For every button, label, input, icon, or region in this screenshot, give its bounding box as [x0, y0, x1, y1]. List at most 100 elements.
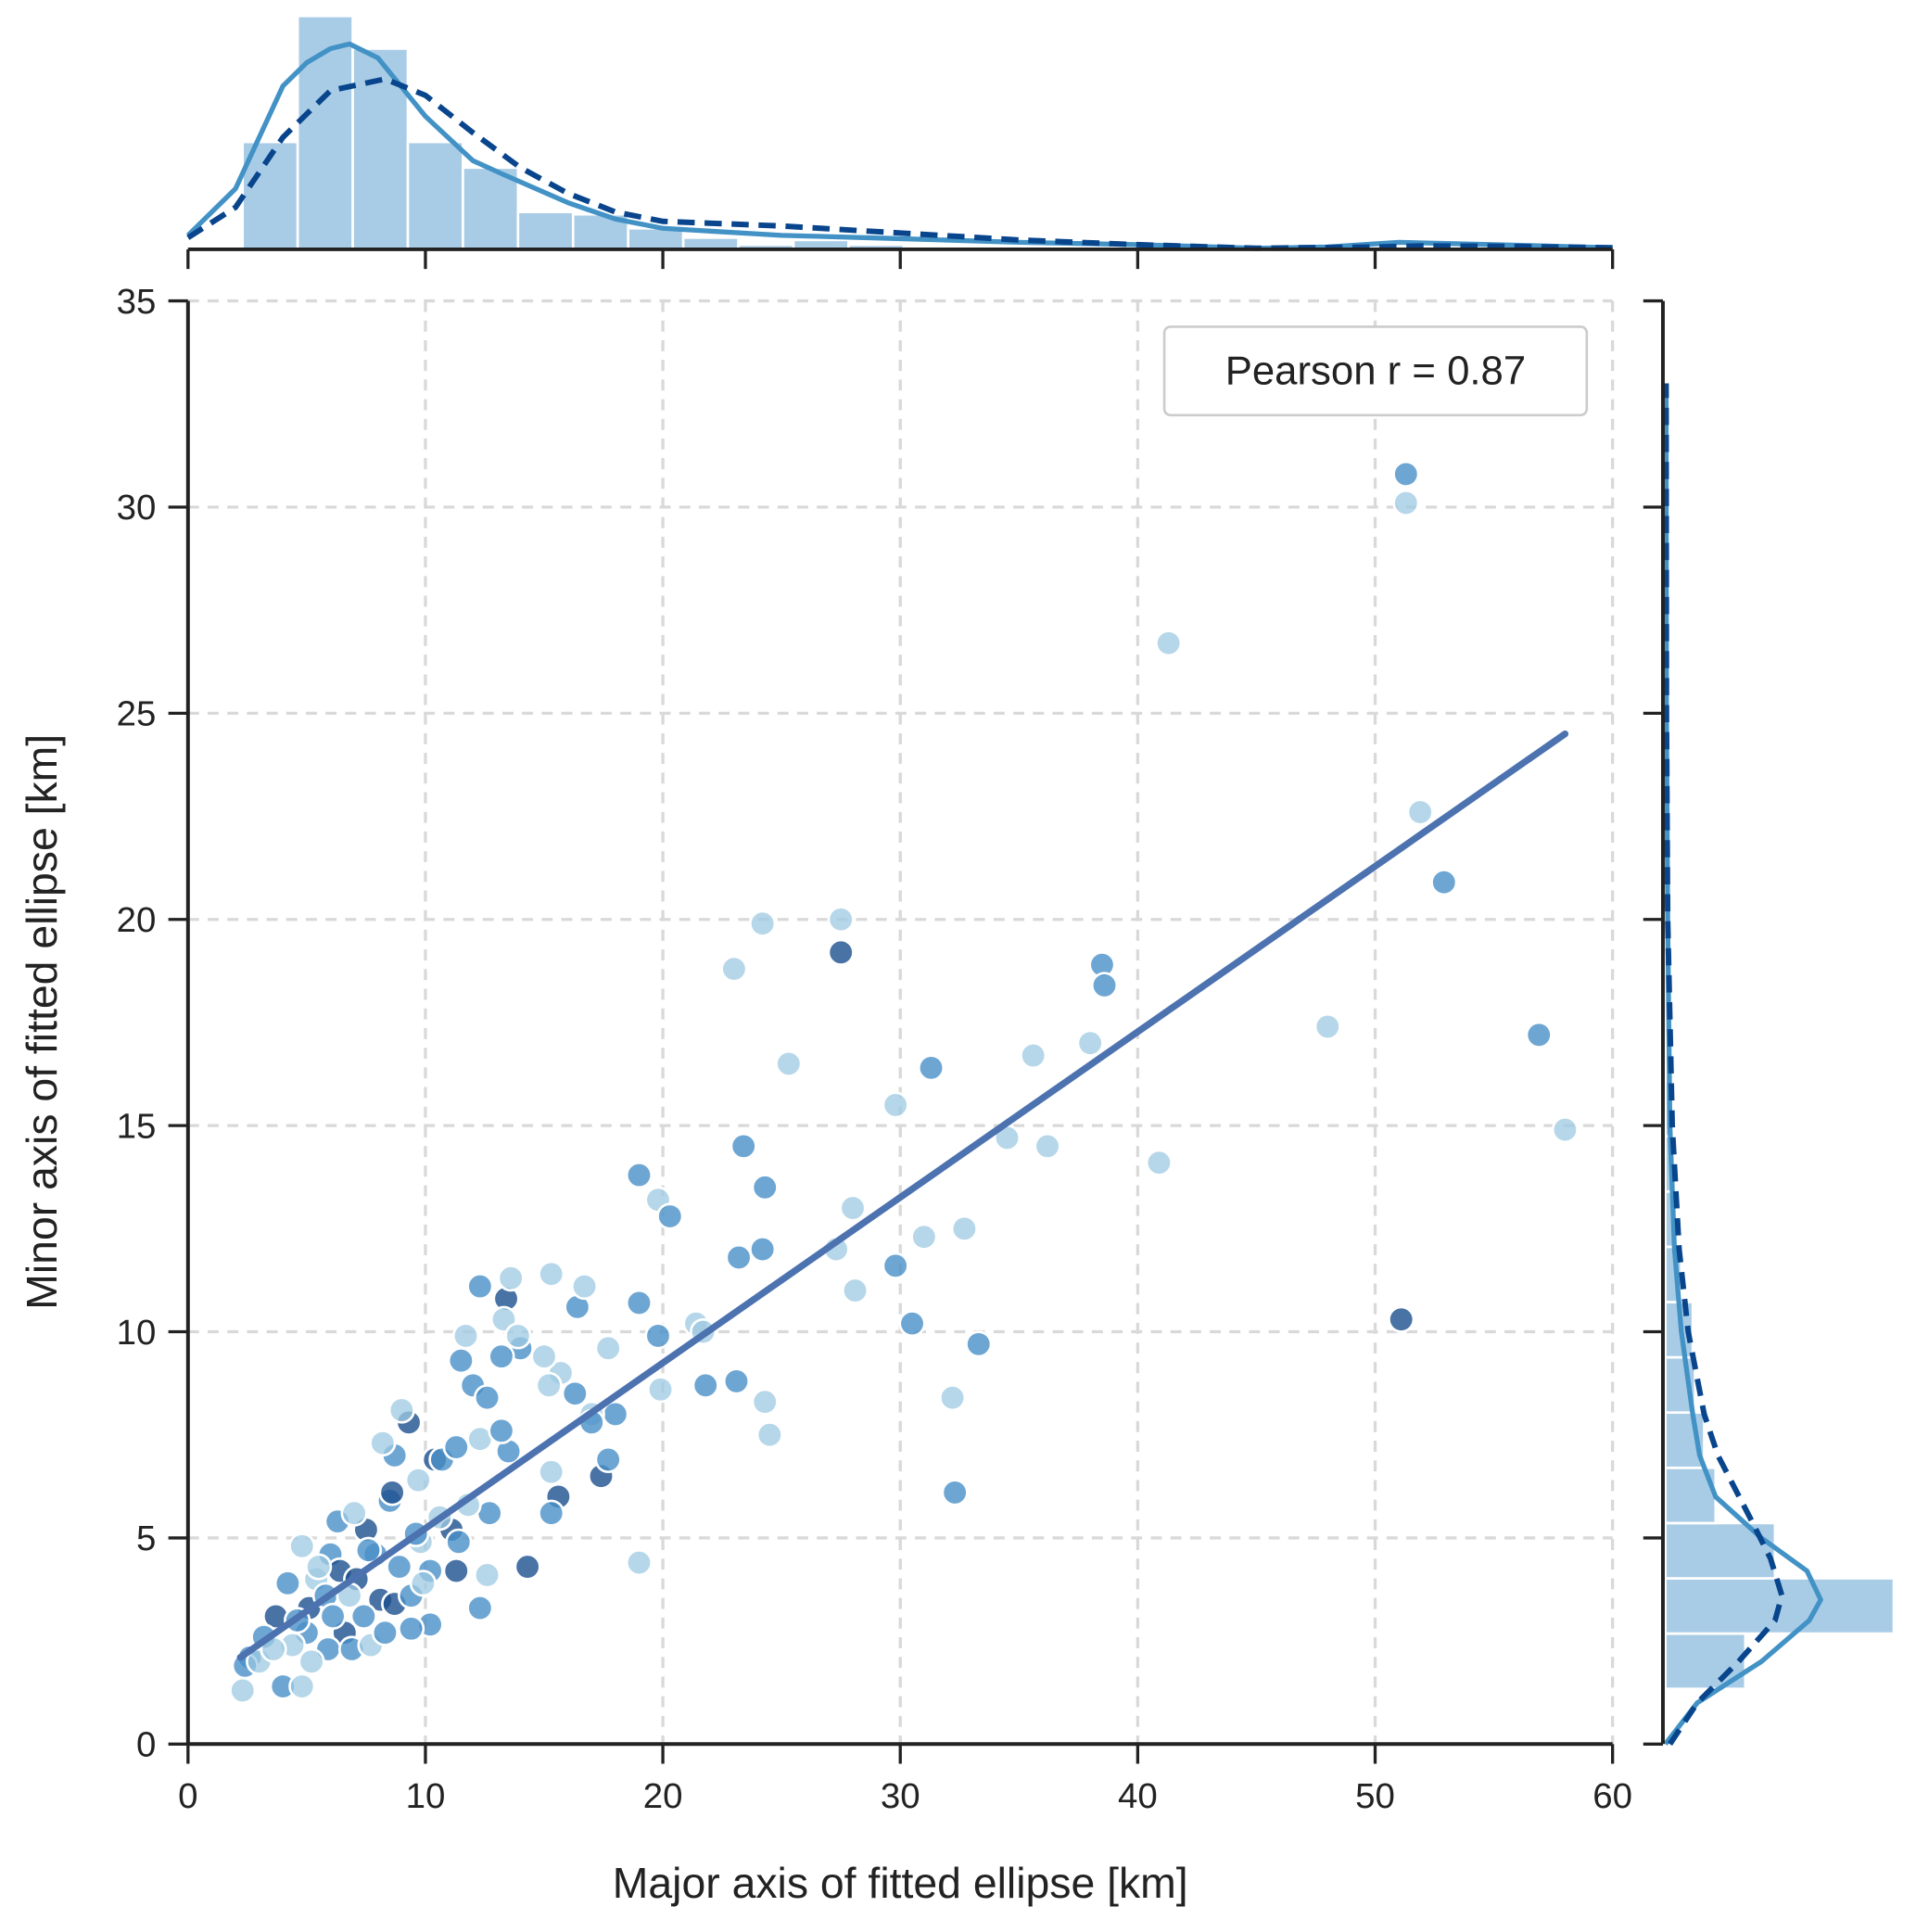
scatter-point: [939, 1384, 967, 1412]
x-tick-label: 30: [881, 1776, 920, 1816]
scatter-point: [1313, 1012, 1341, 1040]
x-axis-label: Major axis of fitted ellipse [km]: [613, 1859, 1188, 1907]
scatter-point: [839, 1194, 867, 1222]
y-tick-label: 15: [117, 1106, 157, 1146]
y-tick-label: 5: [136, 1519, 156, 1558]
scatter-point: [273, 1570, 301, 1597]
scatter-point: [720, 955, 748, 983]
scatter-point: [625, 1289, 653, 1316]
scatter-point: [354, 1536, 383, 1564]
scatter-point: [725, 1243, 753, 1272]
scatter-point: [594, 1334, 622, 1362]
scatter-point: [538, 1499, 565, 1527]
kde-curves: [185, 41, 1823, 1746]
tick-labels: 0 10 20 30 40 50 60 0 5 10 15 20 25 30 35: [117, 282, 1632, 1816]
scatter-point: [288, 1672, 316, 1700]
x-tick-label: 50: [1355, 1776, 1395, 1816]
top-kde-dashed: [186, 76, 1613, 251]
scatter-point: [1430, 869, 1458, 896]
scatter-point: [530, 1342, 558, 1370]
scatter-point: [473, 1384, 501, 1412]
scatter-point: [398, 1615, 425, 1643]
scatter-point: [751, 1174, 779, 1201]
scatter-point: [466, 1273, 494, 1301]
right-kde-solid: [1663, 383, 1823, 1746]
scatter-point: [319, 1602, 347, 1630]
scatter-point: [1155, 629, 1183, 657]
scatter-point: [965, 1330, 993, 1358]
scatter-point: [1020, 1041, 1047, 1070]
scatter-point: [497, 1265, 525, 1292]
y-tick-label: 25: [117, 694, 157, 734]
y-tick-label: 10: [117, 1313, 157, 1353]
scatter-point: [404, 1467, 432, 1494]
scatter-point: [1090, 972, 1119, 999]
scatter-point: [730, 1132, 757, 1160]
scatter-point: [882, 1252, 909, 1279]
scatter-point: [751, 1388, 779, 1416]
histogram-bar: [516, 210, 575, 251]
scatter-point: [1388, 1305, 1415, 1333]
x-tick-label: 10: [406, 1776, 446, 1816]
scatter-point: [504, 1322, 532, 1350]
scatter-point: [387, 1396, 415, 1424]
axes: [168, 247, 1665, 1764]
scatter-point: [349, 1602, 377, 1630]
scatter-point: [827, 938, 855, 966]
scatter-point: [656, 1202, 684, 1230]
scatter-point: [722, 1367, 751, 1395]
scatter-point: [386, 1553, 413, 1581]
y-tick-label: 35: [117, 282, 157, 322]
scatter-point: [340, 1499, 368, 1527]
scatter-point: [488, 1417, 515, 1444]
y-tick-label: 0: [136, 1725, 156, 1765]
scatter-point: [625, 1161, 653, 1189]
x-tick-label: 40: [1118, 1776, 1158, 1816]
scatter-point: [288, 1532, 316, 1560]
scatter-point: [369, 1430, 397, 1457]
right-marginal-histogram: [1664, 913, 1896, 1691]
scatter-point: [1551, 1116, 1579, 1144]
scatter-point: [466, 1594, 494, 1622]
scatter-point: [538, 1458, 565, 1486]
grid-lines: [187, 299, 1615, 1745]
legend-text: Pearson r = 0.87: [1225, 349, 1526, 394]
scatter-point: [898, 1310, 926, 1338]
histogram-bar: [296, 14, 354, 251]
scatter-point: [570, 1273, 599, 1301]
scatter-point: [1392, 489, 1420, 517]
scatter-point: [882, 1091, 909, 1119]
scatter-point: [451, 1322, 480, 1350]
scatter-point: [917, 1054, 945, 1082]
scatter-point: [594, 1445, 622, 1473]
scatter-point: [229, 1676, 257, 1705]
scatter-point: [749, 909, 777, 937]
right-kde-dashed: [1663, 383, 1785, 1746]
scatter-point: [1392, 460, 1420, 488]
scatter-point: [827, 906, 855, 934]
scatter-point: [298, 1647, 325, 1675]
regression-line: [236, 730, 1569, 1661]
scatter-point: [305, 1553, 333, 1581]
scatter-point: [473, 1561, 501, 1589]
scatter-point: [1406, 798, 1434, 826]
x-tick-label: 60: [1592, 1776, 1632, 1816]
scatter-point: [442, 1557, 470, 1585]
scatter-point: [1076, 1029, 1104, 1057]
scatter-point: [755, 1421, 783, 1449]
scatter-point: [371, 1619, 399, 1646]
legend-box: [1162, 325, 1589, 417]
scatter-point: [775, 1049, 803, 1077]
scatter-point: [1525, 1021, 1553, 1049]
histogram-bar: [462, 166, 520, 251]
scatter-point: [442, 1433, 470, 1461]
scatter-point: [950, 1214, 978, 1242]
scatter-point: [841, 1277, 869, 1304]
histogram-bar: [406, 140, 464, 251]
scatter-point: [1145, 1149, 1173, 1176]
scatter-point: [561, 1379, 589, 1407]
scatter-point: [514, 1553, 541, 1581]
scatter-points: [229, 460, 1579, 1705]
scatter-point: [692, 1371, 719, 1399]
